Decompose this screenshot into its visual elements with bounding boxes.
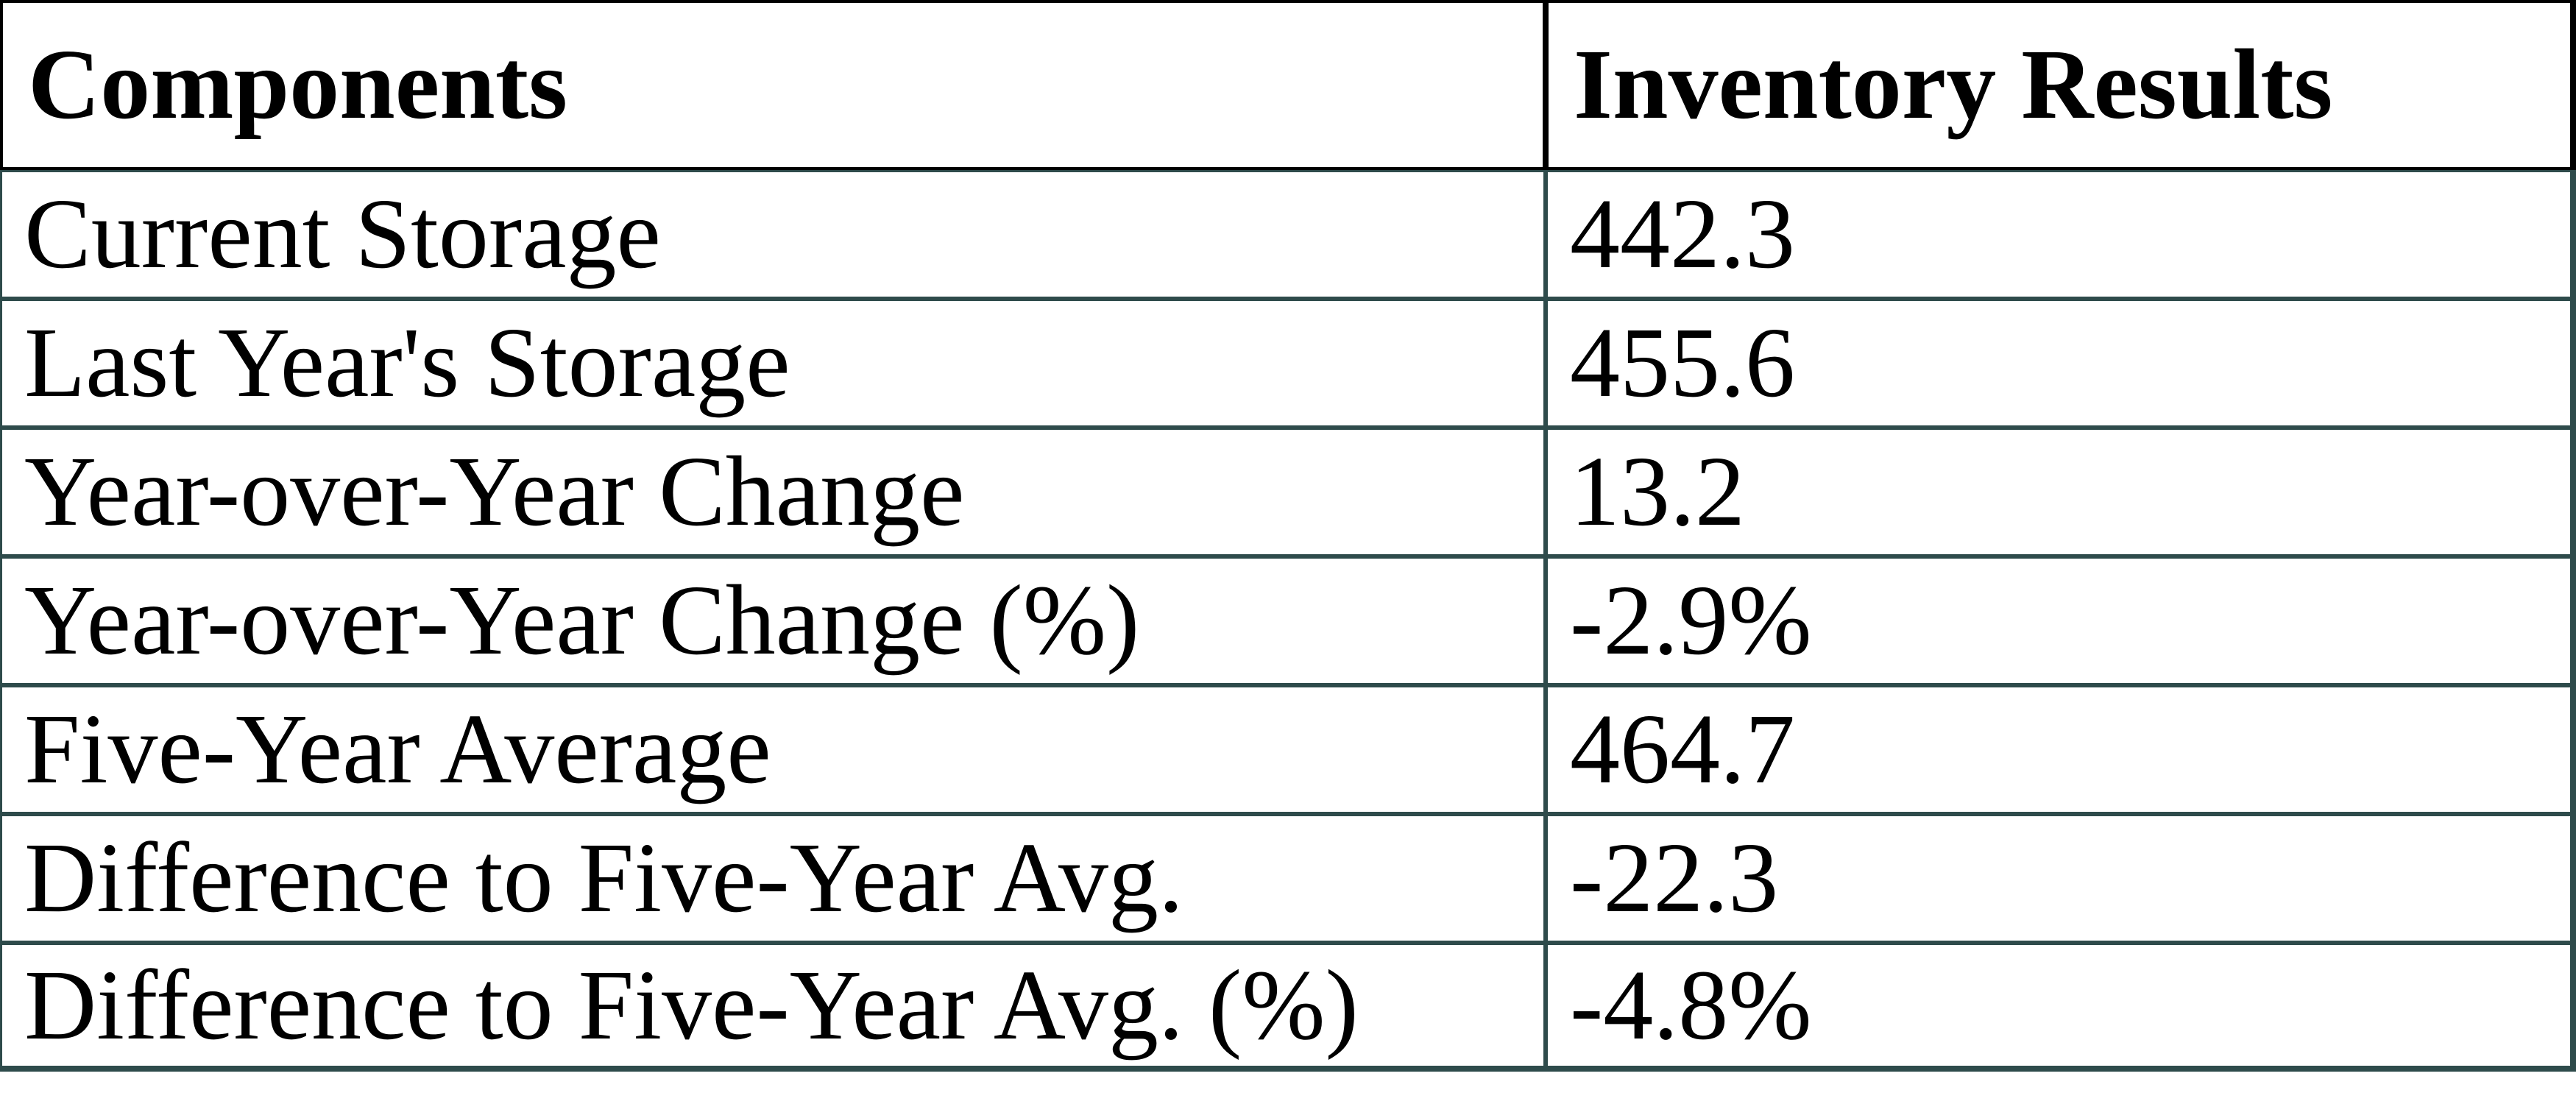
row-label: Last Year's Storage xyxy=(0,299,1546,428)
table-row: Current Storage 442.3 xyxy=(0,170,2576,299)
table-row: Last Year's Storage 455.6 xyxy=(0,299,2576,428)
header-row: Components Inventory Results xyxy=(0,0,2576,170)
row-value: -4.8% xyxy=(1546,943,2576,1072)
table-row: Five-Year Average 464.7 xyxy=(0,685,2576,814)
row-value: 455.6 xyxy=(1546,299,2576,428)
table-header: Components Inventory Results xyxy=(0,0,2576,170)
row-label: Year-over-Year Change xyxy=(0,428,1546,556)
inventory-results-table: Components Inventory Results Current Sto… xyxy=(0,0,2576,1072)
table-body: Current Storage 442.3 Last Year's Storag… xyxy=(0,170,2576,1072)
row-label: Current Storage xyxy=(0,170,1546,299)
row-label: Difference to Five-Year Avg. xyxy=(0,814,1546,943)
table-row: Year-over-Year Change 13.2 xyxy=(0,428,2576,556)
row-value: 13.2 xyxy=(1546,428,2576,556)
header-cell-components: Components xyxy=(0,0,1546,170)
row-label: Difference to Five-Year Avg. (%) xyxy=(0,943,1546,1072)
table-row: Year-over-Year Change (%) -2.9% xyxy=(0,556,2576,685)
row-value: 442.3 xyxy=(1546,170,2576,299)
row-label: Year-over-Year Change (%) xyxy=(0,556,1546,685)
table-row: Difference to Five-Year Avg. (%) -4.8% xyxy=(0,943,2576,1072)
row-value: 464.7 xyxy=(1546,685,2576,814)
row-label: Five-Year Average xyxy=(0,685,1546,814)
row-value: -2.9% xyxy=(1546,556,2576,685)
header-cell-inventory-results: Inventory Results xyxy=(1546,0,2576,170)
table-row: Difference to Five-Year Avg. -22.3 xyxy=(0,814,2576,943)
row-value: -22.3 xyxy=(1546,814,2576,943)
